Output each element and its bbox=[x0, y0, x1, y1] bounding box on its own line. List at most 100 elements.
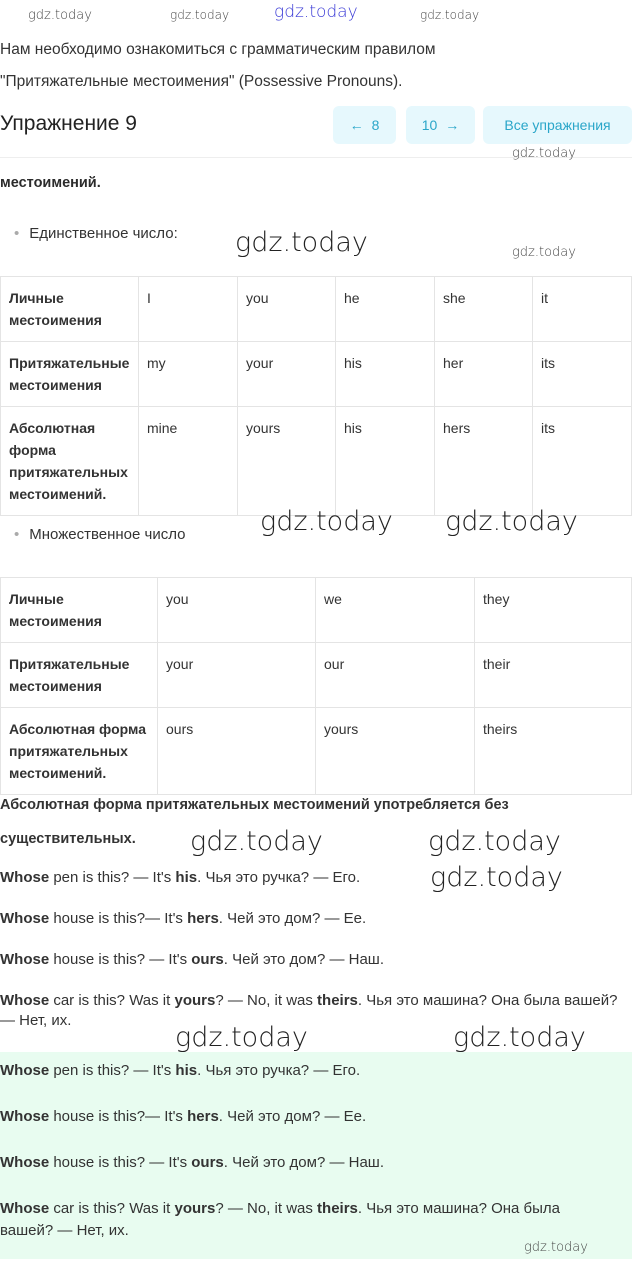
table-cell: mine bbox=[138, 406, 238, 516]
table-cell: his bbox=[335, 341, 435, 407]
emphasis: Whose bbox=[0, 910, 50, 927]
table-cell: ours bbox=[157, 707, 316, 795]
emphasis: yours bbox=[174, 992, 216, 1009]
text: . Чей это дом? — Наш. bbox=[223, 1154, 384, 1171]
text: . Чей это дом? — Наш. bbox=[223, 951, 384, 968]
divider bbox=[0, 157, 632, 158]
table-cell: their bbox=[474, 642, 632, 708]
page-title: Упражнение 9 bbox=[0, 112, 137, 135]
table-cell: its bbox=[532, 341, 632, 407]
arrow-right-icon: → bbox=[445, 117, 460, 133]
table-row: Абсолютная форма притяжательных местоиме… bbox=[0, 406, 632, 516]
text: . Чья это ручка? — Его. bbox=[197, 869, 361, 886]
text: . Чей это дом? — Ее. bbox=[218, 910, 367, 927]
example-sentence: Whose house is this? — It's ours. Чей эт… bbox=[0, 1152, 610, 1174]
intro-line: Нам необходимо ознакомиться с грамматиче… bbox=[0, 41, 436, 58]
text: . Чей это дом? — Ее. bbox=[218, 1108, 367, 1125]
emphasis: Whose bbox=[0, 992, 50, 1009]
emphasis: Whose bbox=[0, 1200, 50, 1217]
watermark: gdz.today bbox=[175, 1022, 308, 1053]
table-cell: we bbox=[315, 577, 475, 643]
intro-line: "Притяжательные местоимения" (Possessive… bbox=[0, 73, 403, 90]
example-sentence: Whose car is this? Was it yours? — No, i… bbox=[0, 991, 632, 1031]
example-sentence: Whose car is this? Was it yours? — No, i… bbox=[0, 1198, 610, 1242]
watermark: gdz.today bbox=[170, 8, 230, 22]
text: ? — No, it was bbox=[215, 1200, 318, 1217]
watermark: gdz.today bbox=[420, 8, 480, 22]
table-cell: yours bbox=[237, 406, 336, 516]
text: . Чья это машина? Она была вашей? — Нет,… bbox=[0, 992, 618, 1029]
table-cell: my bbox=[138, 341, 238, 407]
row-header: Абсолютная форма притяжательных местоиме… bbox=[0, 707, 158, 795]
text: house is this?— It's bbox=[49, 910, 188, 927]
partial-heading: местоимений. bbox=[0, 175, 101, 191]
watermark: gdz.today bbox=[512, 146, 576, 161]
table-cell: your bbox=[157, 642, 316, 708]
plural-table: Личные местоимения you we they Притяжательны… bbox=[0, 577, 632, 795]
emphasis: theirs bbox=[317, 1200, 358, 1217]
table-row: Притяжательные местоимения your our their bbox=[0, 642, 632, 708]
watermark: gdz.today bbox=[235, 227, 368, 258]
table-cell: hers bbox=[434, 406, 533, 516]
intro-text: Нам необходимо ознакомиться с грамматиче… bbox=[0, 34, 436, 98]
row-header: Абсолютная форма притяжательных местоиме… bbox=[0, 406, 139, 516]
table-cell: theirs bbox=[474, 707, 632, 795]
watermark: gdz.today bbox=[428, 826, 561, 857]
plural-label: Множественное число bbox=[0, 526, 185, 543]
table-cell: our bbox=[315, 642, 475, 708]
emphasis: hers bbox=[187, 910, 219, 927]
row-header: Личные местоимения bbox=[0, 577, 158, 643]
text: ? — No, it was bbox=[215, 992, 318, 1009]
emphasis: Whose bbox=[0, 1108, 50, 1125]
row-header: Притяжательные местоимения bbox=[0, 341, 139, 407]
watermark: gdz.today bbox=[524, 1240, 588, 1255]
emphasis: theirs bbox=[317, 992, 358, 1009]
text: house is this? — It's bbox=[49, 951, 192, 968]
watermark: gdz.today bbox=[430, 862, 563, 893]
example-sentence: Whose house is this?— It's hers. Чей это… bbox=[0, 1106, 610, 1128]
text: house is this? — It's bbox=[49, 1154, 192, 1171]
rule-text: Абсолютная форма притяжательных местоиме… bbox=[0, 797, 509, 847]
table-row: Абсолютная форма притяжательных местоиме… bbox=[0, 707, 632, 795]
example-sentence: Whose pen is this? — It's his. Чья это р… bbox=[0, 868, 632, 888]
emphasis: Whose bbox=[0, 1154, 50, 1171]
table-cell: it bbox=[532, 276, 632, 342]
table-cell: you bbox=[157, 577, 316, 643]
emphasis: ours bbox=[191, 1154, 224, 1171]
table-cell: its bbox=[532, 406, 632, 516]
text: pen is this? — It's bbox=[49, 869, 176, 886]
table-cell: they bbox=[474, 577, 632, 643]
example-sentence: Whose house is this?— It's hers. Чей это… bbox=[0, 909, 632, 929]
text: pen is this? — It's bbox=[49, 1062, 176, 1079]
singular-label: Единственное число: bbox=[0, 225, 177, 242]
watermark: gdz.today bbox=[512, 245, 576, 260]
example-sentence: Whose house is this? — It's ours. Чей эт… bbox=[0, 950, 632, 970]
emphasis: Whose bbox=[0, 869, 50, 886]
text: . Чья это машина? Она была вашей? — Нет,… bbox=[0, 1200, 561, 1239]
watermark: gdz.today bbox=[260, 506, 393, 537]
watermark: gdz.today bbox=[190, 826, 323, 857]
table-cell: yours bbox=[315, 707, 475, 795]
next-exercise-button[interactable]: 10 → bbox=[406, 106, 475, 144]
table-cell: he bbox=[335, 276, 435, 342]
table-cell: you bbox=[237, 276, 336, 342]
emphasis: Whose bbox=[0, 951, 50, 968]
watermark: gdz.today bbox=[445, 506, 578, 537]
text: car is this? Was it bbox=[49, 992, 175, 1009]
table-cell: I bbox=[138, 276, 238, 342]
arrow-left-icon: ← bbox=[349, 117, 364, 133]
all-exercises-button[interactable]: Все упражнения bbox=[483, 106, 632, 144]
emphasis: Whose bbox=[0, 1062, 50, 1079]
watermark: gdz.today bbox=[453, 1022, 586, 1053]
prev-exercise-button[interactable]: ← 8 bbox=[333, 106, 396, 144]
emphasis: his bbox=[175, 1062, 198, 1079]
row-header: Личные местоимения bbox=[0, 276, 139, 342]
text: house is this?— It's bbox=[49, 1108, 188, 1125]
table-cell: her bbox=[434, 341, 533, 407]
emphasis: hers bbox=[187, 1108, 219, 1125]
table-row: Личные местоимения you we they bbox=[0, 577, 632, 643]
table-row: Притяжательные местоимения my your his her it… bbox=[0, 341, 632, 407]
table-cell: she bbox=[434, 276, 533, 342]
